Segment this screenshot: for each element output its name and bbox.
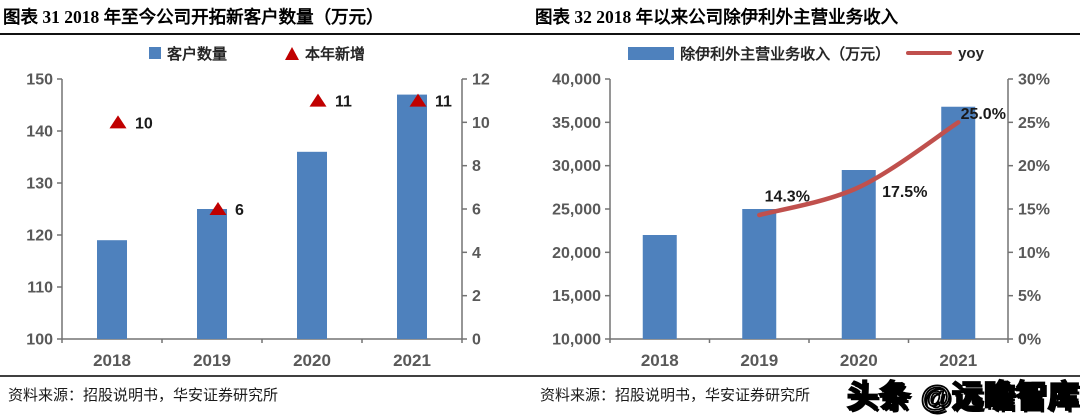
right-axis-tick-label: 12	[472, 72, 490, 89]
marker-2020	[309, 93, 327, 107]
bar-2020	[297, 151, 327, 339]
marker-label-2020: 11	[335, 94, 352, 111]
right-axis-tick-label: 20%	[1018, 158, 1050, 175]
figure-32-source: 资料来源：招股说明书，华安证券研究所	[540, 388, 811, 404]
x-label-2021: 2021	[393, 351, 431, 370]
left-axis-tick-label: 120	[26, 228, 53, 245]
right-axis-tick-label: 25%	[1018, 115, 1050, 132]
right-axis-tick-label: 0%	[1018, 332, 1041, 349]
x-label-2020: 2020	[293, 351, 331, 370]
x-label-2018: 2018	[93, 351, 131, 370]
left-axis-tick-label: 10,000	[552, 332, 601, 349]
legend-label-yoy: yoy	[958, 44, 984, 62]
right-axis-tick-label: 30%	[1018, 72, 1050, 89]
yoy-label-2021: 25.0%	[961, 106, 1006, 123]
figure-31-legend: 客户数量 本年新增	[0, 39, 514, 67]
bar-2018	[97, 240, 127, 339]
figure-32: 除伊利外主营业务收入（万元） yoy 10,000 15,000 20,000 25,…	[532, 35, 1080, 375]
right-axis-tick-label: 10%	[1018, 245, 1050, 262]
legend-label-new-this-year: 本年新增	[305, 45, 366, 63]
bar-2019	[197, 209, 227, 339]
bar-2021	[941, 106, 976, 339]
marker-label-2018: 10	[135, 115, 153, 132]
left-axis-tick-label: 25,000	[552, 202, 601, 219]
bar-2020	[841, 170, 876, 339]
right-axis-tick-label: 4	[472, 245, 481, 262]
figure-32-chart: 10,000 15,000 20,000 25,000 30,000 35,000 40,0…	[552, 72, 1050, 371]
left-axis-tick-label: 100	[26, 332, 53, 349]
legend-label-revenue: 除伊利外主营业务收入（万元）	[680, 45, 891, 63]
left-axis-tick-label: 140	[26, 124, 53, 141]
figure-32-title: 图表 32 2018 年以来公司除伊利外主营业务收入	[535, 7, 899, 27]
left-axis-tick-label: 110	[27, 280, 53, 297]
charts-row: 客户数量 本年新增 100 110 120 130 140 150 0 2 4 6 8 10 12 201…	[0, 35, 1080, 375]
right-axis-tick-label: 10	[472, 115, 490, 132]
watermark-toutiao: 头条 @远瞻智库	[846, 378, 1080, 415]
marker-label-2019: 6	[235, 202, 244, 219]
legend-item-new-this-year: 本年新增	[285, 43, 365, 64]
marker-2018	[109, 115, 127, 129]
legend-item-customer-count: 客户数量	[148, 43, 227, 64]
left-axis-tick-label: 150	[26, 72, 53, 89]
x-label-2021: 2021	[939, 351, 977, 370]
marker-2019	[209, 202, 227, 215]
yoy-line	[757, 120, 961, 218]
yoy-label-2019: 14.3%	[765, 189, 810, 206]
figure-31-chart: 100 110 120 130 140 150 0 2 4 6 8 10 12 2018 2019 2020 2…	[26, 72, 490, 371]
left-axis-tick-label: 30,000	[552, 158, 601, 175]
figure-titles-row: 图表 31 2018 年至今公司开拓新客户数量（万元） 图表 32 2018 年…	[0, 0, 1080, 35]
figure-31: 客户数量 本年新增 100 110 120 130 140 150 0 2 4 6 8 10 12 201…	[0, 35, 514, 375]
yoy-label-2020: 17.5%	[882, 184, 927, 201]
right-axis-tick-label: 0	[472, 332, 481, 349]
bar-2019	[742, 209, 777, 339]
x-label-2019: 2019	[740, 351, 778, 370]
x-label-2018: 2018	[641, 351, 679, 370]
legend-label-customer-count: 客户数量	[166, 45, 227, 63]
line-series-swatch-icon	[906, 50, 953, 56]
figure-31-title: 图表 31 2018 年至今公司开拓新客户数量（万元）	[3, 7, 384, 27]
right-axis-tick-label: 5%	[1018, 288, 1041, 305]
right-axis-tick-label: 15%	[1018, 202, 1050, 219]
sources-row: 资料来源：招股说明书，华安证券研究所 资料来源：招股说明书，华安证券研究所	[0, 375, 1080, 405]
bar-series-swatch-icon	[148, 47, 161, 59]
figure-31-source: 资料来源：招股说明书，华安证券研究所	[8, 388, 279, 404]
x-label-2020: 2020	[840, 351, 878, 370]
left-axis-tick-label: 130	[26, 176, 53, 193]
bar-2021	[397, 94, 427, 339]
bar-2018	[642, 235, 677, 339]
triangle-marker-icon	[285, 46, 299, 60]
right-axis-tick-label: 6	[472, 202, 481, 219]
right-axis-tick-label: 8	[472, 158, 481, 175]
marker-label-2021: 11	[435, 94, 452, 111]
x-label-2019: 2019	[193, 351, 231, 370]
left-axis-tick-label: 15,000	[552, 288, 601, 305]
left-axis-tick-label: 40,000	[552, 72, 601, 89]
left-axis-tick-label: 35,000	[552, 115, 601, 132]
marker-2021	[409, 93, 427, 107]
figure-32-legend: 除伊利外主营业务收入（万元） yoy	[532, 39, 1080, 67]
legend-item-revenue: 除伊利外主营业务收入（万元）	[628, 43, 890, 64]
left-axis-tick-label: 20,000	[552, 245, 601, 262]
right-axis-tick-label: 2	[472, 288, 481, 305]
bar-series-swatch-icon	[628, 46, 675, 60]
legend-item-yoy: yoy	[906, 45, 984, 62]
